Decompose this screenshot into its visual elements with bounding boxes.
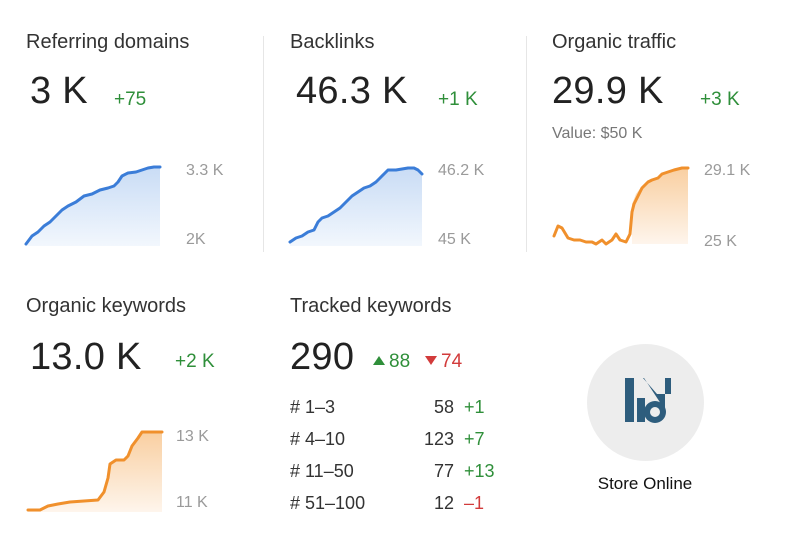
referring-domains-axis-bottom: 2K [186,231,206,248]
organic-keywords-delta: +2 K [175,351,215,372]
rank-row[interactable]: # 51–100 12 –1 [290,493,500,521]
backlinks-title: Backlinks [290,31,375,53]
store-logo-icon [625,378,671,423]
tracked-keywords-down-value: 74 [441,351,463,372]
referring-domains-value: 3 K [30,70,88,112]
divider-2 [526,36,527,252]
organic-keywords-axis-top: 13 K [176,428,209,445]
triangle-down-icon [425,356,437,365]
rank-count: 77 [433,461,454,481]
tracked-keywords-up-value: 88 [389,351,411,372]
backlinks-axis-top: 46.2 K [438,162,485,179]
rank-row[interactable]: # 4–10 123 +7 [290,429,500,457]
referring-domains-line [24,165,162,246]
organic-traffic-sparkline [552,166,690,246]
rank-delta: –1 [464,493,485,513]
backlinks-axis-bottom: 45 K [438,231,471,248]
organic-traffic-axis-top: 29.1 K [704,162,751,179]
organic-traffic-delta: +3 K [700,89,740,110]
organic-traffic-area [632,168,688,244]
backlinks-sparkline [288,166,424,246]
rank-row[interactable]: # 11–50 77 +13 [290,461,500,489]
backlinks-area [290,168,422,246]
triangle-up-icon [373,356,385,365]
rank-range-label: # 11–50 [290,461,354,481]
organic-traffic-value-estimate: Value: $50 K [552,125,643,142]
organic-keywords-title: Organic keywords [26,295,187,317]
organic-keywords-area [28,432,162,512]
tracked-keywords-up: 88 [373,351,410,373]
tracked-keywords-value: 290 [290,336,355,378]
organic-traffic-axis-bottom: 25 K [704,233,737,250]
referring-domains-delta: +75 [114,89,147,110]
organic-keywords-axis-bottom: 11 K [176,494,208,511]
backlinks-line [288,166,424,244]
tracked-keywords-down: 74 [425,351,462,373]
rank-delta: +1 [464,397,485,417]
organic-traffic-title: Organic traffic [552,31,677,53]
backlinks-delta: +1 K [438,89,478,110]
tracked-keywords-title: Tracked keywords [290,295,452,317]
rank-count: 123 [423,429,454,449]
rank-delta: +13 [464,461,495,481]
store-logo-label: Store Online [597,474,693,493]
rank-range-label: # 51–100 [290,493,366,513]
rank-delta: +7 [464,429,485,449]
rank-count: 58 [433,397,454,417]
rank-range-label: # 1–3 [290,397,336,417]
organic-keywords-sparkline [26,430,164,512]
store-logo[interactable] [587,344,704,461]
divider-1 [263,36,264,252]
organic-keywords-line [26,430,164,512]
rank-count: 12 [433,493,454,513]
referring-domains-axis-top: 3.3 K [186,162,224,179]
organic-keywords-value: 13.0 K [30,336,142,378]
organic-traffic-line [552,166,690,246]
referring-domains-area [26,167,160,246]
referring-domains-sparkline [24,165,162,246]
rank-range-label: # 4–10 [290,429,346,449]
organic-traffic-value: 29.9 K [552,70,664,112]
referring-domains-title: Referring domains [26,31,190,53]
backlinks-value: 46.3 K [296,70,408,112]
rank-row[interactable]: # 1–3 58 +1 [290,397,500,425]
